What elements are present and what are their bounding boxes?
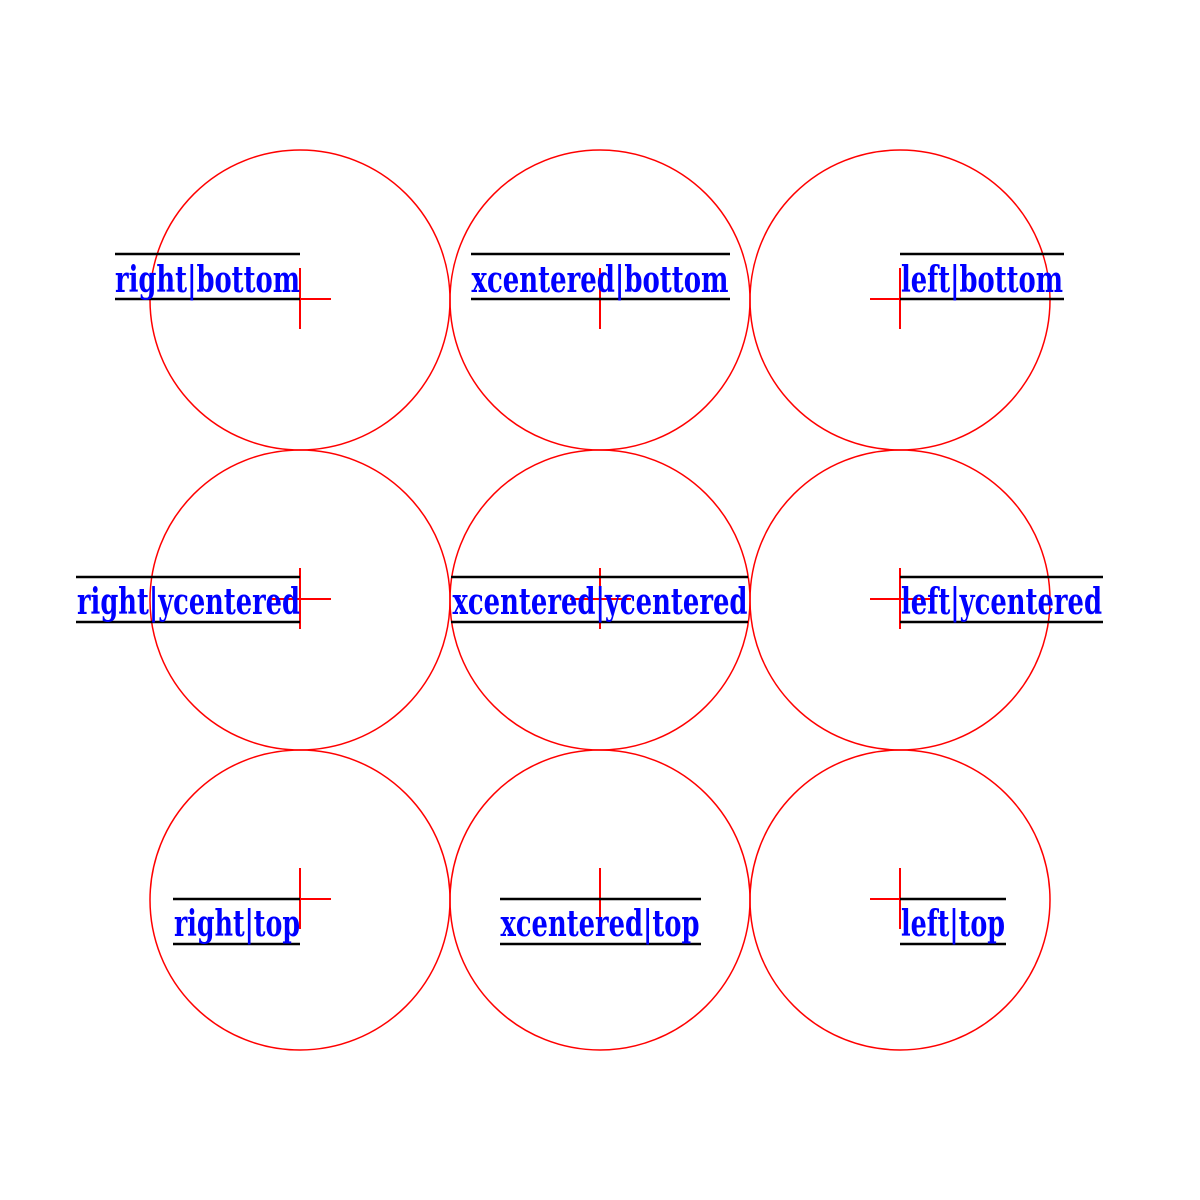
cell-right-bottom: right|bottom — [115, 149, 451, 451]
cell-left-top: left|top — [749, 749, 1051, 1051]
alignment-label: xcentered|bottom — [472, 259, 729, 301]
alignment-label: xcentered|ycentered — [453, 581, 748, 623]
cell-right-top: right|top — [149, 749, 451, 1051]
alignment-label: xcentered|top — [501, 903, 700, 945]
reference-circle — [749, 749, 1051, 1051]
alignment-label: left|bottom — [901, 259, 1063, 301]
alignment-label: right|ycentered — [77, 581, 300, 623]
cell-xcentered-ycentered: xcentered|ycentered — [449, 449, 751, 751]
cell-xcentered-bottom: xcentered|bottom — [449, 149, 751, 451]
cell-xcentered-top: xcentered|top — [449, 749, 751, 1051]
cell-right-ycentered: right|ycentered — [76, 449, 451, 751]
cell-left-bottom: left|bottom — [749, 149, 1064, 451]
alignment-label: right|top — [174, 903, 300, 945]
alignment-label: right|bottom — [115, 259, 300, 301]
cell-left-ycentered: left|ycentered — [749, 449, 1103, 751]
alignment-label: left|top — [901, 903, 1005, 945]
alignment-label: left|ycentered — [901, 581, 1102, 623]
